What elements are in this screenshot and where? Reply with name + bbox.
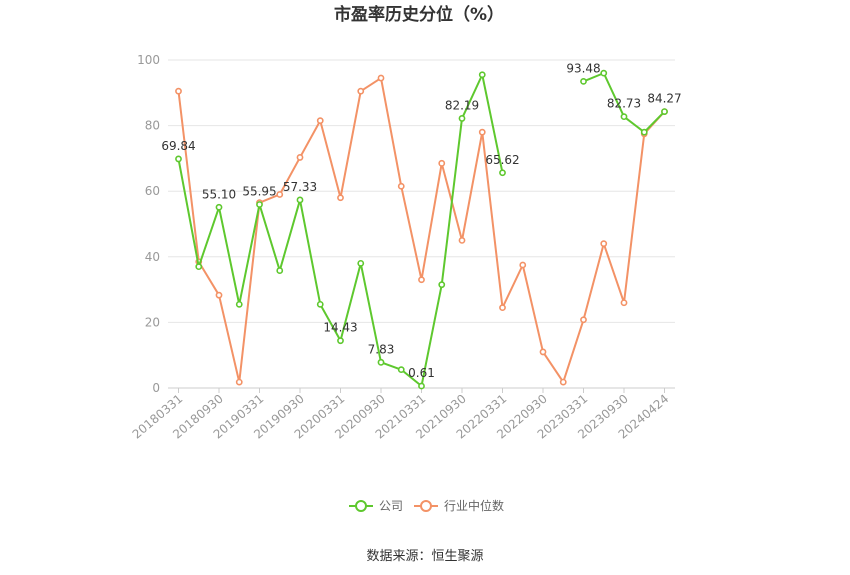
data-point	[316, 300, 324, 308]
data-point	[499, 304, 506, 312]
data-point	[620, 299, 628, 307]
data-point	[640, 128, 648, 136]
data-point	[337, 194, 344, 202]
series-industry-median	[175, 74, 668, 386]
data-point	[195, 263, 203, 271]
data-point	[357, 87, 365, 95]
data-point	[337, 337, 344, 345]
y-tick-label: 40	[145, 250, 160, 264]
data-label: 93.48	[566, 61, 600, 75]
data-point	[580, 77, 587, 85]
series-layer	[175, 69, 668, 390]
data-label: 55.10	[202, 187, 236, 201]
series-company	[175, 69, 668, 390]
legend-item-company[interactable]: 公司	[349, 499, 403, 513]
y-tick-label: 100	[137, 53, 160, 67]
y-axis: 0 20 40 60 80 100	[137, 53, 160, 395]
chart-title: 市盈率历史分位（%）	[334, 4, 504, 25]
data-labels: 69.84 55.10 55.95 57.33 14.43 7.83 0.61 82.19 65…	[161, 61, 681, 380]
legend-item-industry-median[interactable]: 行业中位数	[414, 498, 504, 513]
y-tick-label: 20	[145, 315, 160, 329]
data-point	[215, 203, 223, 211]
data-point	[276, 191, 284, 198]
data-label: 82.73	[607, 97, 641, 111]
data-point	[296, 196, 304, 204]
data-label: 82.19	[445, 98, 479, 112]
data-point	[620, 113, 628, 121]
y-tick-label: 60	[145, 184, 160, 198]
data-point	[458, 115, 466, 122]
y-tick-label: 0	[152, 381, 160, 395]
data-point	[276, 267, 284, 274]
data-point	[316, 117, 324, 125]
data-point	[296, 154, 304, 161]
y-tick-label: 80	[145, 119, 160, 133]
data-label: 14.43	[323, 321, 357, 335]
series-line	[177, 77, 666, 384]
data-point	[418, 276, 425, 284]
data-point	[377, 74, 385, 82]
legend[interactable]: 公司 行业中位数	[349, 498, 504, 513]
data-point	[256, 201, 263, 208]
data-point	[418, 382, 425, 390]
legend-label: 行业中位数	[444, 498, 504, 513]
legend-marker	[355, 500, 367, 512]
data-label: 55.95	[242, 184, 276, 198]
data-label: 65.62	[485, 153, 519, 167]
data-point	[397, 182, 405, 190]
data-label: 84.27	[647, 92, 681, 106]
data-point	[235, 378, 243, 386]
data-source: 数据来源：恒生聚源	[366, 549, 483, 564]
data-point	[175, 87, 182, 95]
data-point	[478, 128, 486, 136]
data-point	[215, 291, 223, 299]
x-axis: 2018033120180930201903312019093020200331…	[130, 388, 671, 442]
data-point	[478, 71, 486, 79]
data-point	[580, 316, 587, 324]
data-point	[499, 169, 506, 177]
legend-label: 公司	[379, 499, 403, 513]
data-point	[539, 348, 547, 356]
data-point	[175, 155, 182, 163]
data-point	[357, 259, 365, 267]
series-line	[177, 72, 666, 387]
data-point	[438, 159, 446, 167]
data-label: 57.33	[283, 180, 317, 194]
data-label: 69.84	[161, 139, 195, 153]
data-point	[438, 281, 446, 289]
data-label: 7.83	[368, 342, 395, 356]
data-point	[661, 108, 668, 115]
data-point	[559, 378, 567, 386]
data-label: 0.61	[408, 366, 435, 380]
data-point	[235, 300, 243, 308]
data-point	[377, 358, 385, 366]
data-point	[397, 366, 405, 374]
data-point	[458, 236, 466, 244]
legend-marker	[420, 500, 432, 512]
data-point	[600, 240, 608, 248]
data-point	[600, 69, 608, 77]
data-point	[519, 261, 527, 269]
